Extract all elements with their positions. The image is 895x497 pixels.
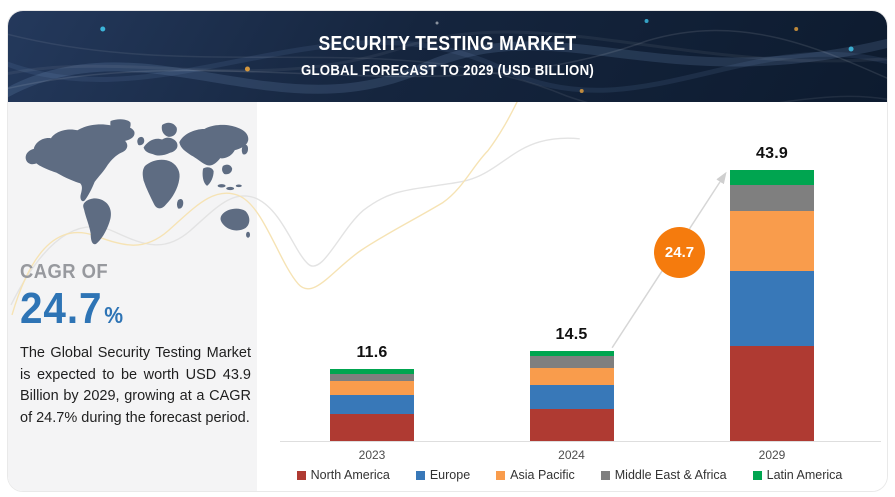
cagr-number: 24.7 bbox=[20, 284, 103, 333]
region-scandinavia bbox=[161, 122, 177, 137]
islands-japan bbox=[241, 144, 249, 155]
bar-segment-europe bbox=[529, 384, 614, 409]
legend-item-asia-pacific: Asia Pacific bbox=[496, 468, 575, 482]
continent-africa bbox=[142, 159, 180, 209]
bar-segment-europe bbox=[330, 394, 414, 415]
legend-label: North America bbox=[310, 468, 390, 482]
island-uk bbox=[137, 136, 145, 146]
cagr-label: CAGR OF bbox=[20, 261, 109, 283]
cagr-block: CAGR OF 24.7% bbox=[20, 261, 132, 331]
continent-australia bbox=[220, 208, 250, 231]
legend-swatch-north-america bbox=[296, 470, 306, 480]
infographic-card: SECURITY TESTING MARKET GLOBAL FORECAST … bbox=[7, 10, 888, 492]
island-greenland bbox=[110, 119, 131, 135]
region-se-asia bbox=[222, 164, 233, 175]
legend-item-europe: Europe bbox=[415, 468, 471, 482]
report-subtitle: GLOBAL FORECAST TO 2029 (USD BILLION) bbox=[300, 62, 595, 79]
bar-total-label: 43.9 bbox=[756, 145, 788, 162]
bar-2029: 43.9 2029 bbox=[730, 145, 814, 462]
legend-swatch-europe bbox=[415, 470, 425, 480]
bar-segment-middle-east-africa bbox=[529, 356, 614, 369]
cagr-badge: 24.7 bbox=[654, 227, 705, 278]
bar-total-label: 11.6 bbox=[356, 344, 388, 362]
x-axis-label: 2024 bbox=[558, 447, 585, 462]
report-title: SECURITY TESTING MARKET bbox=[318, 33, 577, 55]
legend-label: Europe bbox=[429, 468, 471, 482]
legend-swatch-asia-pacific bbox=[496, 470, 506, 480]
bar-2024: 14.5 2024 bbox=[529, 326, 614, 462]
x-axis-line bbox=[280, 441, 881, 442]
x-axis-label: 2023 bbox=[358, 447, 386, 462]
island-madagascar bbox=[176, 199, 184, 209]
cagr-percent-sign: % bbox=[104, 302, 124, 328]
header-network-decoration bbox=[8, 19, 887, 102]
continent-south-america bbox=[83, 198, 111, 245]
legend-label: Asia Pacific bbox=[510, 468, 575, 482]
legend-item-north-america: North America bbox=[296, 468, 390, 482]
content-area: CAGR OF 24.7% The Global Security Testin… bbox=[8, 102, 887, 491]
bar-chart: 11.6 2023 14.5 2024 43.9 2029 24.7 North Amer… bbox=[8, 102, 887, 491]
bar-segment-europe bbox=[730, 270, 814, 346]
bar-segment-north-america bbox=[730, 345, 814, 441]
bar-segment-asia-pacific bbox=[730, 210, 814, 271]
islands-indonesia bbox=[235, 184, 242, 188]
legend-swatch-middle-east-africa bbox=[600, 470, 610, 480]
continent-europe bbox=[143, 137, 178, 156]
islands-indonesia bbox=[226, 186, 235, 191]
bar-segment-middle-east-africa bbox=[730, 185, 814, 211]
bar-segment-latin-america bbox=[730, 170, 814, 186]
bar-segment-latin-america bbox=[529, 351, 614, 357]
x-axis-label: 2029 bbox=[758, 447, 786, 462]
bar-segment-asia-pacific bbox=[330, 381, 414, 395]
islands-indonesia bbox=[217, 184, 226, 188]
legend-label: Middle East & Africa bbox=[614, 468, 727, 482]
bar-total-label: 14.5 bbox=[555, 326, 588, 344]
glow-dot-cyan bbox=[100, 26, 106, 32]
bar-segment-latin-america bbox=[330, 369, 414, 374]
header-banner: SECURITY TESTING MARKET GLOBAL FORECAST … bbox=[8, 11, 887, 102]
glow-dot-amber bbox=[244, 66, 250, 72]
market-summary-text: The Global Security Testing Market is ex… bbox=[20, 345, 251, 426]
islands-new-zealand bbox=[246, 231, 251, 238]
bar-segment-asia-pacific bbox=[529, 368, 614, 385]
header-text: SECURITY TESTING MARKET GLOBAL FORECAST … bbox=[8, 11, 887, 79]
continent-asia bbox=[179, 124, 249, 166]
legend-swatch-latin-america bbox=[752, 470, 762, 480]
bar-segment-north-america bbox=[330, 414, 414, 441]
bar-2023: 11.6 2023 bbox=[330, 344, 414, 462]
legend-label: Latin America bbox=[766, 468, 843, 482]
legend: North America Europe Asia Pacific Middle… bbox=[258, 468, 881, 482]
legend-item-latin-america: Latin America bbox=[752, 468, 843, 482]
cagr-value: 24.7% bbox=[20, 287, 123, 331]
bar-segment-middle-east-africa bbox=[330, 373, 414, 382]
continent-north-america bbox=[25, 124, 135, 202]
legend-item-middle-east-africa: Middle East & Africa bbox=[600, 468, 727, 482]
world-map bbox=[25, 119, 251, 245]
bar-segment-north-america bbox=[529, 408, 614, 441]
cagr-badge-value: 24.7 bbox=[664, 244, 695, 261]
continents bbox=[25, 119, 251, 245]
region-india bbox=[202, 167, 214, 186]
